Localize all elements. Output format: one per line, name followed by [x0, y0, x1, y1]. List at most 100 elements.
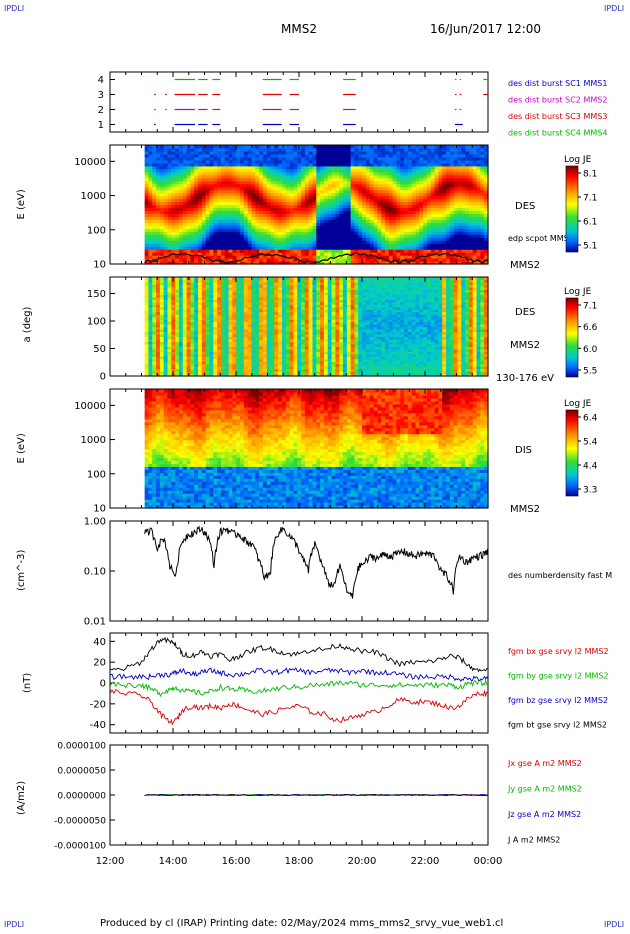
- heatmap-cell-2: [255, 336, 260, 340]
- heatmap-cell-2: [167, 333, 172, 338]
- heatmap-cell-1: [217, 222, 222, 226]
- heatmap-cell-1: [236, 180, 241, 185]
- heatmap-cell-2: [152, 304, 157, 308]
- heatmap-cell-1: [255, 243, 260, 247]
- heatmap-cell-2: [243, 328, 249, 333]
- heatmap-cell-2: [213, 319, 218, 323]
- heatmap-cell-1: [449, 165, 455, 170]
- heatmap-cell-1: [446, 207, 451, 212]
- heatmap-cell-1: [297, 156, 302, 161]
- heatmap-cell-1: [404, 255, 409, 259]
- heatmap-cell-1: [381, 177, 386, 182]
- heatmap-cell-1: [171, 174, 176, 179]
- heatmap-cell-1: [407, 156, 413, 161]
- heatmap-cell-1: [213, 213, 218, 218]
- heatmap-cell-2: [213, 296, 218, 300]
- heatmap-cell-1: [396, 159, 401, 164]
- heatmap-cell-1: [224, 246, 230, 250]
- heatmap-cell-2: [152, 316, 157, 320]
- heatmap-cell-1: [472, 225, 478, 229]
- heatmap-cell-1: [404, 189, 409, 194]
- heatmap-cell-1: [415, 225, 420, 229]
- heatmap-cell-1: [255, 195, 260, 200]
- heatmap-cell-1: [293, 198, 298, 203]
- heatmap-cell-1: [358, 240, 363, 244]
- heatmap-cell-1: [289, 216, 295, 220]
- heatmap-cell-1: [281, 198, 287, 203]
- heatmap-cell-1: [354, 201, 359, 206]
- heatmap-cell-1: [358, 186, 363, 191]
- heatmap-cell-1: [159, 189, 165, 194]
- heatmap-cell-1: [148, 222, 153, 226]
- heatmap-cell-1: [301, 234, 306, 238]
- heatmap-cell-2: [148, 304, 153, 308]
- heatmap-cell-1: [156, 249, 161, 253]
- heatmap-cell-1: [453, 204, 459, 209]
- heatmap-cell-1: [392, 213, 398, 218]
- heatmap-cell-1: [411, 177, 417, 182]
- heatmap-cell-1: [243, 192, 249, 197]
- heatmap-cell-1: [449, 201, 455, 206]
- heatmap-cell-1: [323, 198, 329, 203]
- heatmap-cell-1: [358, 225, 363, 229]
- heatmap-cell-1: [182, 165, 188, 170]
- heatmap-cell-2: [198, 286, 203, 290]
- heatmap-cell-2: [190, 351, 195, 355]
- heatmap-cell-2: [224, 281, 230, 286]
- heatmap-cell-1: [259, 162, 264, 167]
- heatmap-cell-2: [251, 321, 256, 325]
- heatmap-cell-1: [377, 258, 382, 262]
- heatmap-cell-1: [198, 222, 203, 226]
- heatmap-cell-1: [293, 225, 298, 229]
- heatmap-cell-1: [186, 186, 192, 191]
- heatmap-cell-1: [186, 180, 192, 185]
- heatmap-cell-1: [209, 222, 214, 226]
- heatmap-cell-1: [400, 228, 405, 232]
- heatmap-cell-1: [201, 216, 207, 220]
- heatmap-cell-2: [178, 333, 184, 338]
- heatmap-cell-1: [182, 147, 188, 152]
- heatmap-cell-1: [224, 252, 230, 256]
- heatmap-cell-1: [232, 192, 237, 197]
- heatmap-cell-2: [228, 301, 233, 305]
- heatmap-cell-1: [346, 216, 352, 220]
- heatmap-cell-2: [201, 341, 207, 345]
- heatmap-cell-2: [156, 368, 161, 372]
- heatmap-cell-1: [438, 198, 443, 203]
- heatmap-cell-2: [159, 343, 165, 347]
- heatmap-cell-1: [175, 231, 180, 235]
- heatmap-cell-1: [365, 159, 371, 164]
- heatmap-cell-1: [194, 177, 199, 182]
- heatmap-cell-2: [198, 368, 203, 372]
- heatmap-cell-2: [205, 333, 211, 338]
- heatmap-cell-2: [243, 294, 249, 298]
- heatmap-cell-1: [453, 219, 459, 223]
- heatmap-cell-1: [266, 222, 272, 226]
- heatmap-cell-1: [144, 177, 150, 182]
- heatmap-cell-1: [446, 246, 451, 250]
- heatmap-cell-1: [316, 246, 321, 250]
- heatmap-cell-2: [159, 371, 165, 375]
- heatmap-cell-1: [388, 145, 394, 149]
- heatmap-cell-1: [388, 159, 394, 164]
- heatmap-cell-1: [301, 180, 306, 185]
- heatmap-cell-1: [220, 192, 226, 197]
- heatmap-cell-1: [316, 204, 321, 209]
- heatmap-cell-1: [331, 207, 337, 212]
- heatmap-cell-1: [201, 231, 207, 235]
- heatmap-cell-1: [404, 213, 409, 218]
- heatmap-cell-1: [385, 261, 390, 265]
- heatmap-cell-1: [369, 171, 375, 176]
- heatmap-cell-1: [171, 261, 176, 265]
- heatmap-cell-2: [213, 331, 218, 335]
- heatmap-cell-1: [377, 243, 382, 247]
- heatmap-cell-1: [190, 168, 195, 173]
- heatmap-cell-1: [381, 168, 386, 173]
- heatmap-cell-2: [178, 348, 184, 352]
- heatmap-cell-1: [327, 156, 333, 161]
- heatmap-cell-1: [354, 153, 359, 158]
- heatmap-cell-1: [461, 198, 466, 203]
- heatmap-cell-1: [472, 177, 478, 182]
- heatmap-cell-1: [461, 261, 466, 265]
- heatmap-cell-1: [373, 231, 378, 235]
